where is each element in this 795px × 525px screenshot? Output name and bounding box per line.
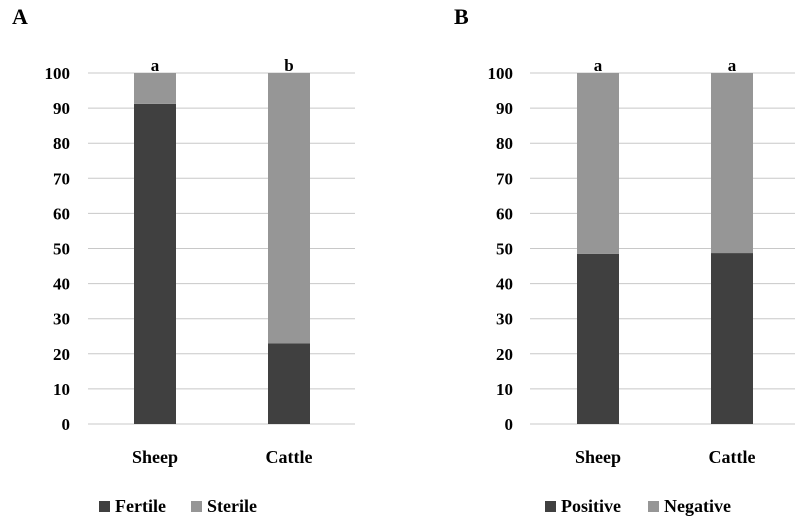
panel-b-y-tick-label: 60 — [496, 204, 513, 223]
panel-a-y-tick-label: 70 — [53, 169, 70, 188]
panel-b-y-tick-label: 90 — [496, 99, 513, 118]
panel-b-y-tick-label: 50 — [496, 240, 513, 259]
panel-a-legend-label-fertile: Fertile — [115, 496, 166, 516]
panel-b-significance-sheep: a — [594, 56, 603, 75]
panel-a-y-tick-label: 50 — [53, 240, 70, 259]
panel-b-y-tick-label: 0 — [505, 415, 514, 434]
panel-a-bar-cattle-sterile — [268, 73, 310, 344]
panel-b-label: B — [454, 4, 469, 29]
panel-a-legend-label-sterile: Sterile — [207, 496, 257, 516]
panel-a-y-tick-label: 0 — [62, 415, 71, 434]
panel-b-y-tick-label: 40 — [496, 275, 513, 294]
panel-a-significance-sheep: a — [151, 56, 160, 75]
panel-b-legend-label-negative: Negative — [664, 496, 731, 516]
panel-a-y-tick-label: 20 — [53, 345, 70, 364]
panel-a-label: A — [12, 4, 28, 29]
panel-a-y-tick-label: 90 — [53, 99, 70, 118]
panel-b-category-label-sheep: Sheep — [575, 447, 621, 467]
panel-b-bar-cattle-negative — [711, 73, 753, 254]
panel-b-y-tick-label: 100 — [488, 64, 514, 83]
panel-b: B 0 10 20 30 40 50 60 70 80 90 100 a Sheep a Cattle Pos… — [454, 4, 795, 516]
panel-a-y-tick-label: 100 — [45, 64, 71, 83]
panel-b-legend-label-positive: Positive — [561, 496, 621, 516]
panel-a-y-tick-label: 40 — [53, 275, 70, 294]
panel-b-bar-cattle-positive — [711, 253, 753, 424]
panel-a-y-tick-label: 80 — [53, 134, 70, 153]
panel-b-legend-swatch-negative — [648, 501, 659, 512]
panel-a-y-tick-label: 60 — [53, 204, 70, 223]
panel-b-category-label-cattle: Cattle — [709, 447, 756, 467]
panel-b-y-tick-label: 80 — [496, 134, 513, 153]
panel-a-bar-sheep-fertile — [134, 103, 176, 424]
panel-b-y-tick-label: 30 — [496, 310, 513, 329]
panel-a-bar-sheep-sterile — [134, 73, 176, 104]
panel-a: A 0 10 20 30 40 50 60 70 80 90 100 a Sheep b Cattle Fer… — [12, 4, 355, 516]
panel-b-bar-sheep-positive — [577, 253, 619, 424]
panel-b-y-tick-label: 10 — [496, 380, 513, 399]
panel-a-y-tick-label: 30 — [53, 310, 70, 329]
panel-a-bar-cattle-fertile — [268, 343, 310, 424]
panel-b-bar-sheep-negative — [577, 73, 619, 254]
panel-b-y-tick-label: 20 — [496, 345, 513, 364]
panel-b-significance-cattle: a — [728, 56, 737, 75]
panel-a-category-label-sheep: Sheep — [132, 447, 178, 467]
panel-b-legend-swatch-positive — [545, 501, 556, 512]
panel-b-y-tick-label: 70 — [496, 169, 513, 188]
panel-a-significance-cattle: b — [284, 56, 293, 75]
panel-a-legend-swatch-sterile — [191, 501, 202, 512]
panel-a-y-tick-label: 10 — [53, 380, 70, 399]
panel-a-category-label-cattle: Cattle — [266, 447, 313, 467]
panel-a-legend-swatch-fertile — [99, 501, 110, 512]
